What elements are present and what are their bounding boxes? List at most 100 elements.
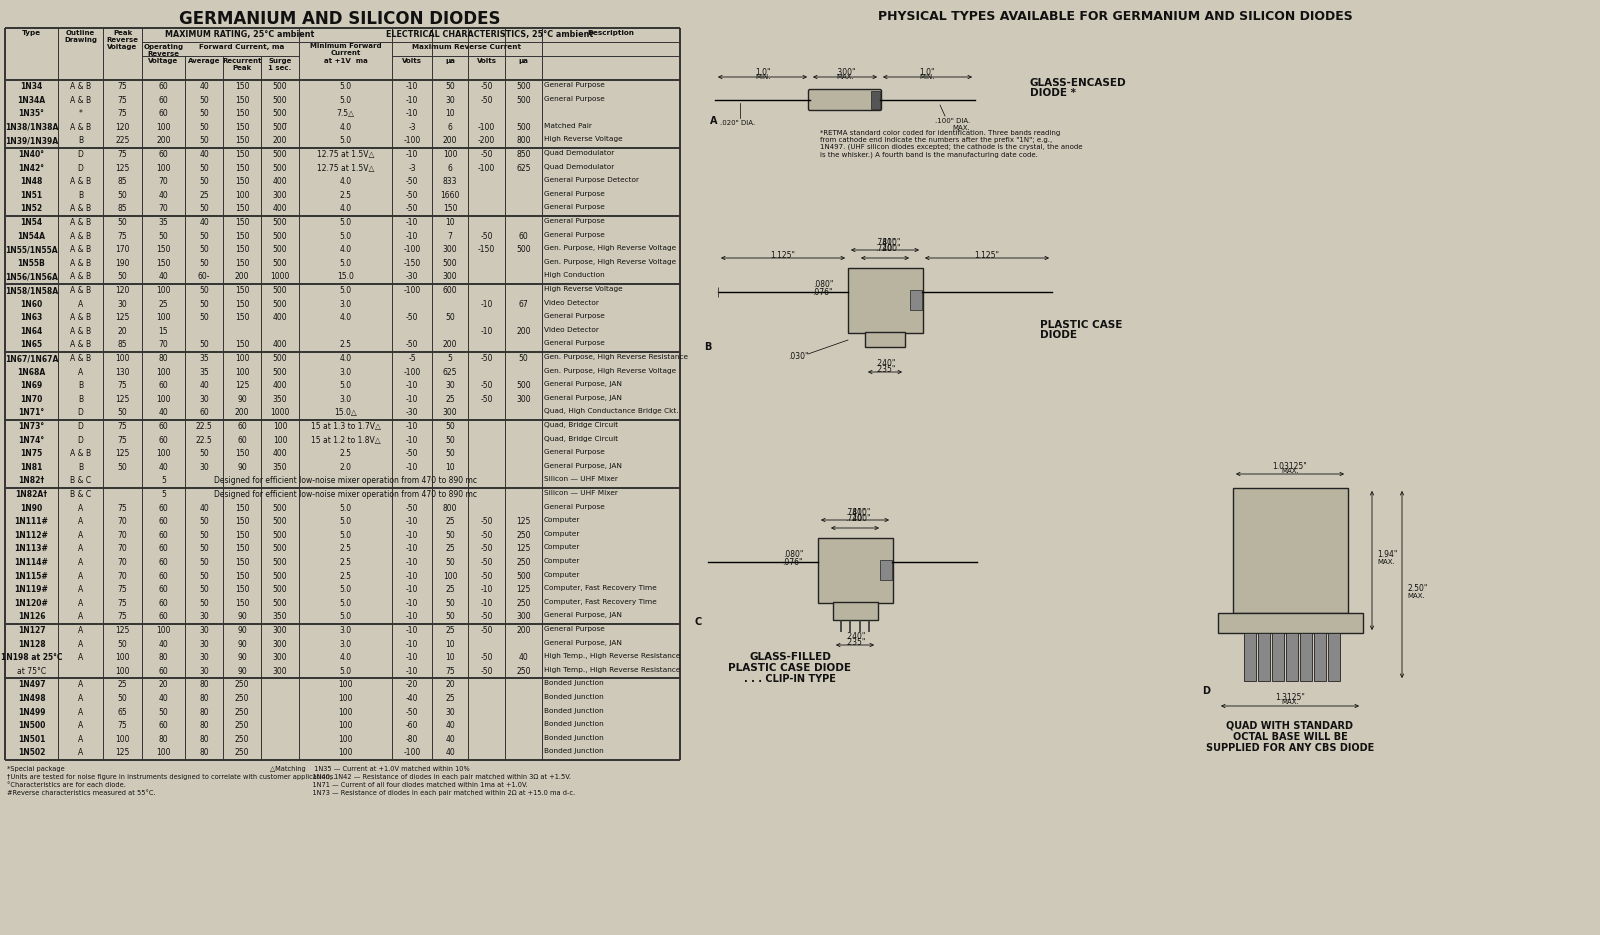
Bar (818, 538, 893, 603)
Text: 250: 250 (235, 735, 250, 744)
Text: 10: 10 (445, 463, 454, 472)
Text: A: A (78, 735, 83, 744)
Text: 1.03125": 1.03125" (1272, 462, 1307, 471)
Text: 60: 60 (158, 571, 168, 581)
Text: 50: 50 (118, 463, 128, 472)
Text: 15: 15 (158, 327, 168, 336)
Text: MAX.: MAX. (837, 74, 854, 80)
Text: 1N56/1N56A: 1N56/1N56A (5, 272, 58, 281)
FancyBboxPatch shape (808, 90, 882, 110)
Text: 50: 50 (158, 708, 168, 716)
Text: 5.0: 5.0 (339, 585, 352, 595)
Text: 1N114#: 1N114# (14, 558, 48, 567)
Text: 75: 75 (118, 612, 128, 622)
Text: 150: 150 (235, 598, 250, 608)
Text: 40: 40 (198, 218, 210, 227)
Text: 150: 150 (235, 504, 250, 512)
Text: 50: 50 (198, 531, 210, 539)
Text: Bonded Junction: Bonded Junction (544, 735, 603, 741)
Text: 500: 500 (272, 245, 288, 254)
Text: 75: 75 (445, 667, 454, 676)
Text: 40: 40 (158, 191, 168, 200)
Text: 190: 190 (115, 259, 130, 267)
Text: 300: 300 (443, 245, 458, 254)
Text: 250: 250 (235, 721, 250, 730)
Text: 150: 150 (235, 544, 250, 554)
Text: 300: 300 (272, 626, 288, 635)
Text: 25: 25 (445, 626, 454, 635)
Text: 100: 100 (115, 735, 130, 744)
Text: Video Detector: Video Detector (544, 299, 598, 306)
Text: 40: 40 (158, 463, 168, 472)
Text: A & B: A & B (70, 205, 91, 213)
Text: 67: 67 (518, 299, 528, 309)
Text: 50: 50 (198, 571, 210, 581)
Text: 90: 90 (237, 626, 246, 635)
Text: -10: -10 (406, 232, 418, 240)
Bar (1299, 633, 1312, 681)
Text: High Temp., High Reverse Resistance: High Temp., High Reverse Resistance (544, 654, 680, 659)
Text: General Purpose: General Purpose (544, 626, 605, 632)
Text: 2.5: 2.5 (339, 571, 352, 581)
Text: 20: 20 (118, 327, 128, 336)
Text: 90: 90 (237, 654, 246, 662)
Text: -100: -100 (478, 164, 494, 173)
Text: A & B: A & B (70, 286, 91, 295)
Text: MAX.: MAX. (1282, 699, 1299, 705)
Text: Designed for efficient low-noise mixer operation from 470 to 890 mc: Designed for efficient low-noise mixer o… (214, 490, 477, 499)
Text: Gen. Purpose, High Reverse Voltage: Gen. Purpose, High Reverse Voltage (544, 259, 677, 265)
Text: 1.125": 1.125" (771, 251, 795, 260)
Text: -100: -100 (403, 367, 421, 377)
Text: .300": .300" (835, 68, 856, 77)
Text: 75: 75 (118, 109, 128, 118)
Text: *: * (78, 109, 83, 118)
Text: Outline
Drawing: Outline Drawing (64, 30, 98, 43)
Text: 1N67/1N67A: 1N67/1N67A (5, 354, 58, 363)
Text: 30: 30 (198, 667, 210, 676)
Text: A & B: A & B (70, 272, 91, 281)
Text: 80: 80 (198, 708, 210, 716)
Text: 60: 60 (158, 504, 168, 512)
Text: -200: -200 (478, 137, 494, 146)
Text: -50: -50 (480, 544, 493, 554)
Text: -3: -3 (408, 164, 416, 173)
Text: 1N82†: 1N82† (18, 477, 45, 485)
Text: 40: 40 (158, 640, 168, 649)
Text: 350: 350 (272, 463, 288, 472)
Text: Computer: Computer (544, 558, 581, 564)
Text: .076": .076" (813, 288, 834, 297)
Text: -50: -50 (406, 191, 418, 200)
Text: MAX.: MAX. (1282, 468, 1299, 474)
Text: 90: 90 (237, 463, 246, 472)
Text: -10: -10 (406, 109, 418, 118)
Text: 90: 90 (237, 395, 246, 404)
Text: 250: 250 (517, 667, 531, 676)
Text: 100: 100 (338, 681, 352, 689)
Text: 1N63: 1N63 (21, 313, 43, 323)
Text: 60: 60 (158, 95, 168, 105)
Text: 50: 50 (445, 531, 454, 539)
Text: 1N90: 1N90 (21, 504, 43, 512)
Text: 60: 60 (237, 422, 246, 431)
Text: 120: 120 (115, 122, 130, 132)
Text: .400": .400" (880, 244, 901, 253)
Text: 150: 150 (157, 259, 171, 267)
Text: 40: 40 (198, 504, 210, 512)
Text: Computer, Fast Recovery Time: Computer, Fast Recovery Time (544, 598, 656, 605)
Text: 80: 80 (198, 721, 210, 730)
Text: 50: 50 (445, 313, 454, 323)
Text: 300: 300 (272, 654, 288, 662)
Text: Operating
Reverse
Voltage: Operating Reverse Voltage (144, 44, 184, 64)
Text: DIODE *: DIODE * (1030, 88, 1075, 98)
Text: 1N498: 1N498 (18, 694, 45, 703)
Text: 1N69: 1N69 (21, 381, 43, 390)
Text: .780": .780" (875, 238, 894, 247)
Text: Quad Demodulator: Quad Demodulator (544, 150, 614, 156)
Text: 200: 200 (235, 409, 250, 417)
Text: 1N126: 1N126 (18, 612, 45, 622)
Text: ELECTRICAL CHARACTERISTICS, 25°C ambient: ELECTRICAL CHARACTERISTICS, 25°C ambient (386, 30, 594, 39)
Text: B: B (78, 463, 83, 472)
Text: 125: 125 (115, 395, 130, 404)
Text: 225: 225 (115, 137, 130, 146)
Text: 4.0: 4.0 (339, 205, 352, 213)
